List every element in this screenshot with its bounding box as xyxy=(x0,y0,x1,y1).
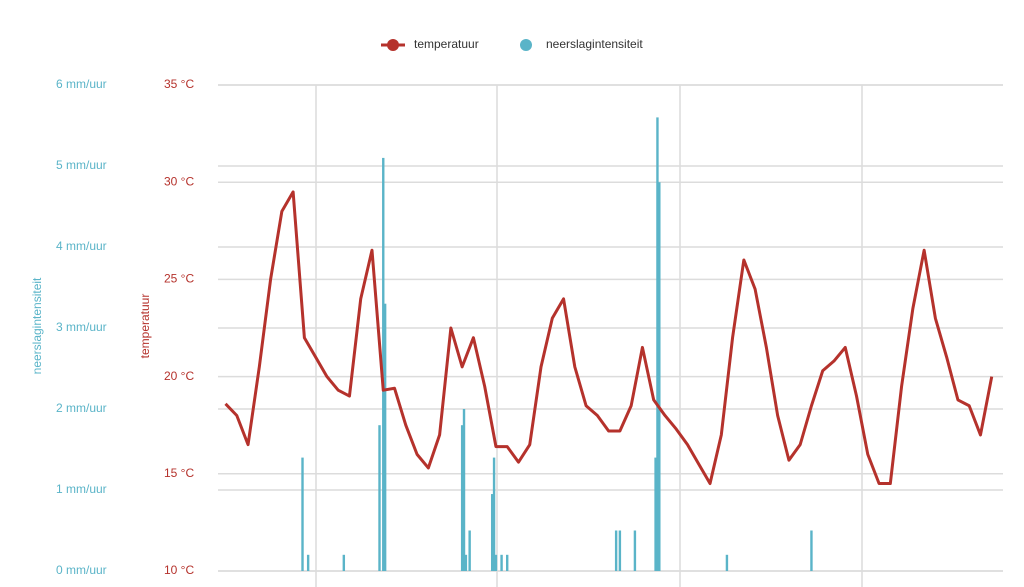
y-tick-label: 10 °C xyxy=(164,563,194,577)
precipitation-bar xyxy=(725,554,729,571)
legend-label: neerslagintensiteit xyxy=(546,37,643,51)
temperature-line xyxy=(224,190,994,486)
precipitation-bar xyxy=(342,554,346,571)
precipitation-bar xyxy=(656,117,659,572)
legend-label: temperatuur xyxy=(414,37,479,51)
precipitation-bar xyxy=(464,554,468,571)
y-tick-label: 30 °C xyxy=(164,174,194,188)
precipitation-bar xyxy=(500,554,503,571)
y-tick-label: 15 °C xyxy=(164,466,194,480)
y-tick-label: 25 °C xyxy=(164,272,194,286)
precipitation-bar xyxy=(633,530,637,571)
precipitation-bar xyxy=(506,554,509,571)
precipitation-bar xyxy=(494,554,498,571)
y2-tick-label: 4 mm/uur xyxy=(56,239,107,253)
y2-tick-label: 1 mm/uur xyxy=(56,482,107,496)
precipitation-bar xyxy=(490,494,494,571)
precipitation-bar xyxy=(658,182,661,571)
precipitation-bar xyxy=(383,303,387,571)
y2-tick-label: 0 mm/uur xyxy=(56,563,107,577)
y-tick-label: 35 °C xyxy=(164,77,194,91)
precipitation-bar xyxy=(382,157,385,571)
precipitation-bar xyxy=(468,530,471,571)
legend-marker xyxy=(520,39,532,51)
y-tick-label: 20 °C xyxy=(164,369,194,383)
precipitation-bar xyxy=(301,457,304,571)
precipitation-bar xyxy=(306,554,310,571)
precipitation-bar xyxy=(460,425,464,571)
precipitation-bar xyxy=(492,457,496,571)
y-axis-label: temperatuur xyxy=(138,294,152,359)
precipitation-bar xyxy=(462,409,466,571)
precipitation-bar xyxy=(618,530,622,571)
precipitation-bar xyxy=(614,530,618,571)
precipitation-bar xyxy=(378,425,381,571)
legend-marker xyxy=(387,39,399,51)
y2-tick-label: 2 mm/uur xyxy=(56,401,107,415)
precipitation-bar xyxy=(810,530,813,571)
y2-axis-label: neerslagintensiteit xyxy=(30,277,44,374)
precipitation-bar xyxy=(654,457,657,571)
x-grid xyxy=(315,85,863,587)
y2-tick-label: 6 mm/uur xyxy=(56,77,107,91)
y2-tick-label: 3 mm/uur xyxy=(56,320,107,334)
y2-tick-label: 5 mm/uur xyxy=(56,158,107,172)
